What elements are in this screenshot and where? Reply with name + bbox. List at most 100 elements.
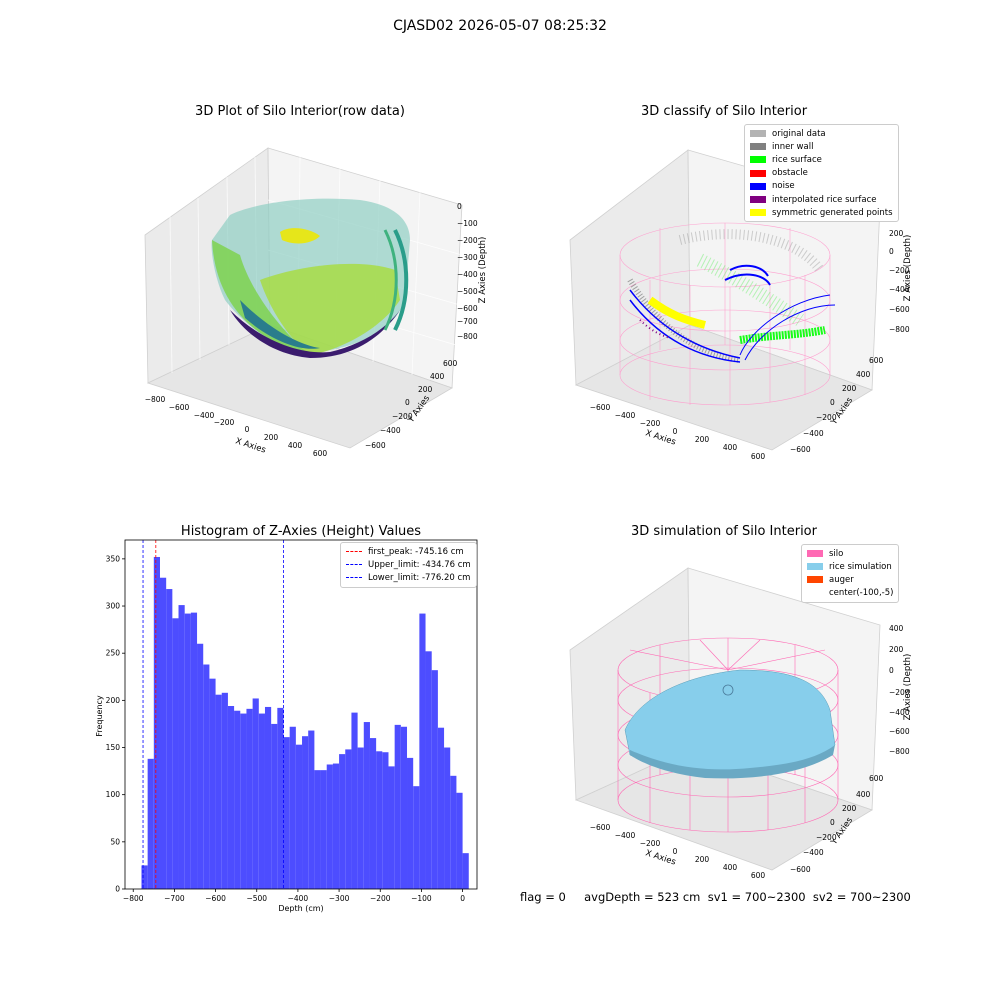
histogram-bar [258, 713, 265, 889]
classify-ztick: 200 [889, 229, 904, 238]
classify-ztick: −400 [889, 285, 910, 294]
simulation-ztick: −600 [889, 727, 910, 736]
legend-label: first_peak: -745.16 cm [368, 546, 464, 557]
status-footer: flag = 0 avgDepth = 523 cm sv1 = 700~230… [520, 890, 911, 904]
simulation-ztick: 400 [889, 624, 904, 633]
histogram-bar [376, 751, 383, 889]
histogram-bar [184, 613, 191, 889]
classify-3d-plot: −600 −400 −200 0 200 400 600 X Axies −60… [569, 149, 913, 461]
classify-xtick: −400 [615, 411, 636, 420]
simulation-xtick: −400 [615, 831, 636, 840]
classify-xtick: 400 [723, 443, 738, 452]
raw-xtick: −400 [194, 411, 215, 420]
raw-ytick: −600 [365, 441, 386, 450]
y-tick-label: 200 [106, 696, 121, 705]
classify-ytick: −200 [816, 413, 837, 422]
simulation-zlabel: Z Axies (Depth) [903, 654, 913, 721]
raw-xtick: 600 [313, 449, 328, 458]
raw-ytick: 400 [430, 372, 445, 381]
y-tick-label: 100 [106, 790, 121, 799]
simulation-xtick: −600 [590, 823, 611, 832]
legend-swatch [807, 563, 823, 571]
classify-ztick: −600 [889, 305, 910, 314]
raw-ztick: −500 [457, 287, 478, 296]
x-tick-label: −300 [329, 894, 350, 903]
raw-xtick: −200 [214, 418, 235, 427]
legend-item: first_peak: -745.16 cm [346, 545, 471, 558]
classify-z-ticks: 200 0 −200 −400 −600 −800 [889, 229, 910, 334]
x-tick-label: −700 [164, 894, 185, 903]
histogram-bar [240, 713, 247, 889]
simulation-ytick: 400 [856, 790, 871, 799]
simulation-ytick: 0 [830, 818, 835, 827]
histogram-bar [326, 764, 333, 889]
raw-xlabel: X Axies [234, 436, 267, 455]
legend-label: center(-100,-5) [829, 588, 894, 599]
x-tick-label: −800 [123, 894, 144, 903]
raw-surface [211, 198, 410, 358]
histogram-bar [456, 792, 463, 889]
histogram-bar [462, 853, 469, 889]
legend-label: interpolated rice surface [772, 194, 877, 205]
classify-xtick: 200 [695, 435, 710, 444]
simulation-xtick: 200 [695, 855, 710, 864]
legend-swatch [750, 143, 766, 151]
x-tick-label: −400 [288, 894, 309, 903]
simulation-ztick: −800 [889, 747, 910, 756]
histogram-bar [283, 737, 290, 889]
simulation-ztick: 200 [889, 645, 904, 654]
raw-xtick: 200 [264, 433, 279, 442]
legend-item: Lower_limit: -776.20 cm [346, 571, 471, 584]
histogram-bar [332, 763, 340, 889]
histogram-bar [246, 708, 253, 889]
legend-item: noise [750, 180, 893, 193]
y-tick-label: 250 [106, 649, 121, 658]
legend-line-blue [346, 564, 362, 566]
classify-zlabel: Z Axies (Depth) [903, 235, 913, 302]
histogram-bar [264, 706, 272, 889]
histogram-bar [388, 766, 395, 889]
raw-ztick: −700 [457, 317, 478, 326]
histogram-title: Histogram of Z-Axies (Height) Values [180, 524, 422, 539]
legend-label: symmetric generated points [772, 207, 893, 218]
classify-x-ticks: −600 −400 −200 0 200 400 600 [590, 403, 766, 461]
classify-xtick: 0 [673, 427, 678, 436]
histogram-bar [339, 754, 346, 889]
y-tick-label: 350 [106, 554, 121, 563]
simulation-ztick: 0 [889, 666, 894, 675]
legend-swatch [750, 196, 766, 204]
legend-swatch [807, 590, 823, 597]
histogram-bar [197, 643, 204, 889]
raw-xtick: 400 [288, 441, 303, 450]
histogram-bar [382, 752, 389, 889]
classify-y-ticks: −600 −400 −200 0 200 400 600 [790, 356, 884, 454]
classify-ztick: −800 [889, 325, 910, 334]
histogram-legend: first_peak: -745.16 cm Upper_limit: -434… [340, 542, 477, 588]
classify-ztick: 0 [889, 247, 894, 256]
simulation-ytick: 600 [869, 774, 884, 783]
classify-ytick: 600 [869, 356, 884, 365]
legend-item: symmetric generated points [750, 206, 893, 219]
x-tick-label: −600 [205, 894, 226, 903]
classify-ytick: 0 [830, 398, 835, 407]
histogram-bar [203, 664, 210, 889]
raw-ztick: −400 [457, 270, 478, 279]
raw-ztick: −300 [457, 253, 478, 262]
raw-ytick: 600 [443, 359, 458, 368]
histogram-bar [345, 749, 352, 889]
histogram-bar [425, 651, 432, 889]
classify-legend: original data inner wall rice surface ob… [744, 124, 899, 223]
histogram-x-ticks: −800 −700 −600 −500 −400 −300 −200 −100 0 [123, 889, 465, 903]
raw-xtick: −800 [145, 395, 166, 404]
histogram-frame [124, 539, 478, 890]
y-tick-label: 150 [106, 743, 121, 752]
classify-ytick: 400 [856, 370, 871, 379]
classify-ytick: −600 [790, 445, 811, 454]
legend-label: rice simulation [829, 561, 892, 572]
histogram-bar [302, 736, 309, 889]
simulation-ztick: −200 [889, 688, 910, 697]
histogram-ylabel: Frequency [95, 695, 104, 737]
simulation-xtick: 600 [751, 871, 766, 880]
y-tick-label: 0 [115, 885, 120, 894]
classify-points [627, 229, 836, 363]
